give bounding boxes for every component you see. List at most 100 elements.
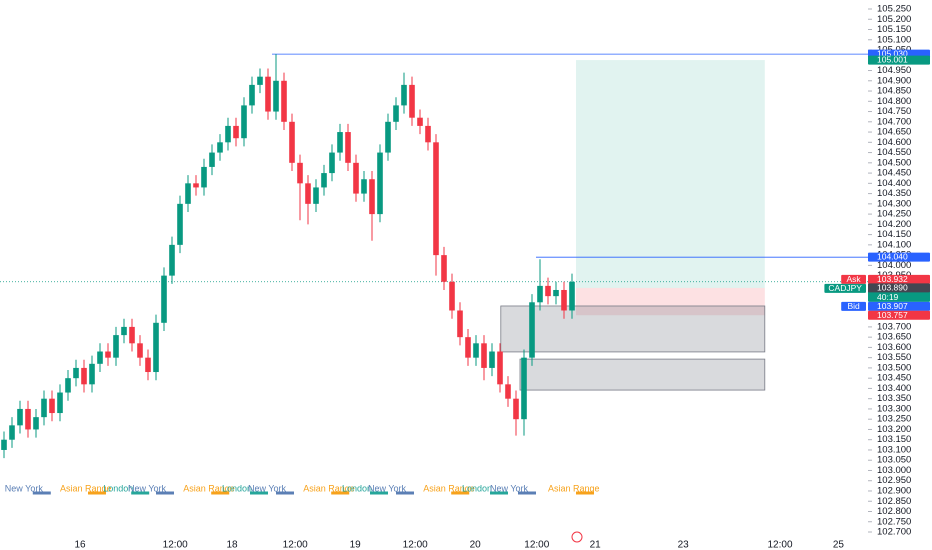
session-bar [156,491,174,495]
candle-body [217,142,223,153]
session-bar [490,491,508,495]
stop-zone [576,287,765,316]
y-tick-label: 103.350 [877,393,911,404]
event-icon[interactable] [571,531,583,543]
price-label: 103.757 [877,310,908,320]
x-tick-label: 12:00 [163,540,188,550]
y-tick-label: 103.650 [877,332,911,343]
candle-body [417,117,423,126]
candle-body [145,357,151,373]
y-tick-label: 104.600 [877,137,911,148]
y-tick-label: 103.450 [877,373,911,384]
candle-body [353,162,359,194]
candle-body [249,84,255,106]
candle-body [377,152,383,215]
candle-body [313,187,319,204]
y-tick-label: 103.300 [877,403,911,414]
candle-body [81,367,87,385]
candle-body [177,203,183,245]
candle-body [425,125,431,143]
candle-body [297,162,303,184]
x-tick-label: 12:00 [524,540,549,550]
y-tick-label: 104.300 [877,198,911,209]
x-tick-label: 25 [833,540,845,550]
x-tick-label: 12:00 [283,540,308,550]
candle-body [545,285,551,297]
session-bar [331,491,350,495]
x-tick-label: 16 [74,540,86,550]
session-label: New York [368,483,407,493]
target-zone [576,60,765,288]
candle-body [337,132,343,153]
candle-body [361,179,367,194]
candle-body [569,281,575,311]
candle-body [289,121,295,163]
y-tick-label: 103.150 [877,434,911,445]
candle-body [369,179,375,215]
y-tick-label: 105.100 [877,34,911,45]
x-tick-label: 12:00 [403,540,428,550]
candle-body [185,183,191,204]
y-tick-label: 103.700 [877,321,911,332]
tag-label: Ask [847,274,862,284]
candle-body [385,121,391,153]
price-label: 105.030 [877,49,908,59]
y-tick-label: 102.900 [877,485,911,496]
y-tick-label: 104.350 [877,188,911,199]
tag-box [841,301,866,311]
candle-body [129,326,135,344]
session-bar [250,491,268,495]
y-tick-label: 104.100 [877,239,911,250]
price-label: 103.907 [877,301,908,311]
candle-body [113,335,119,358]
countdown: 40:19 [877,292,899,302]
y-tick-label: 103.500 [877,362,911,373]
session-label: New York [490,483,529,493]
price-label-box [868,252,930,262]
session-label: Asian Range [423,483,475,493]
y-tick-label: 103.100 [877,444,911,455]
session-bar [276,491,294,495]
session-bar [131,491,150,495]
y-tick-label: 104.450 [877,168,911,179]
session-label: Asian Range [183,483,235,493]
x-tick-label: 12:00 [767,540,792,550]
y-tick-label: 104.950 [877,65,911,76]
candle-body [73,367,79,379]
y-tick-label: 105.150 [877,24,911,35]
candle-body [9,425,15,440]
candle-body [97,351,103,364]
x-tick-label: 23 [678,540,690,550]
price-label-box [868,274,930,284]
candle-body [161,275,167,323]
candle-body [121,326,127,336]
candle-body [241,105,247,139]
y-tick-label: 104.000 [877,260,911,271]
y-tick-label: 104.150 [877,229,911,240]
candle-body [329,152,335,174]
price-label-box [868,301,930,311]
session-label: London [462,483,492,493]
y-tick-label: 104.400 [877,178,911,189]
candle-body [1,439,7,450]
candle-body [169,244,175,276]
candle-body [105,351,111,358]
x-tick-label: 21 [590,540,602,550]
y-tick-label: 103.250 [877,414,911,425]
price-label-box [868,283,930,293]
candle-body [209,152,215,167]
candle-body [449,281,455,311]
y-tick-label: 102.950 [877,475,911,486]
y-tick-label: 102.750 [877,516,911,527]
session-label: New York [5,483,44,493]
y-tick-label: 104.200 [877,219,911,230]
candle-body [273,80,279,112]
session-label: London [222,483,252,493]
price-label: 104.040 [877,252,908,262]
session-bar [211,491,230,495]
candle-body [537,285,543,303]
candle-body [305,183,311,204]
candle-body [409,84,415,118]
candle-body [33,417,39,430]
